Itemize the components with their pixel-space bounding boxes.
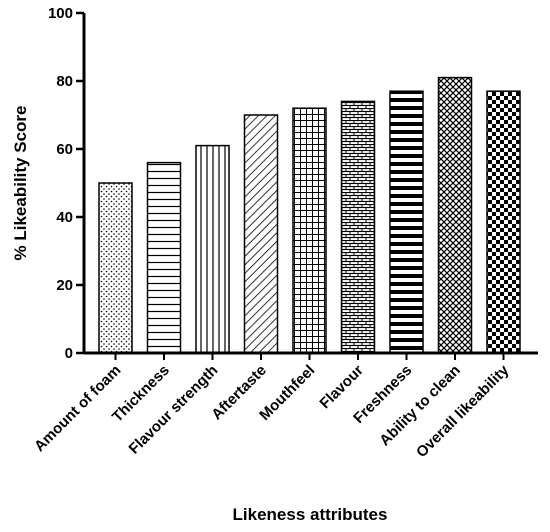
bar-flavour xyxy=(340,100,376,354)
x-axis-title: Likeness attributes xyxy=(233,505,388,524)
y-tick-label: 0 xyxy=(65,345,73,362)
bar-flavour-strength xyxy=(195,144,230,354)
x-tick-label: Amount of foam xyxy=(31,362,124,455)
bar-thickness xyxy=(146,161,182,354)
bar-mouthfeel xyxy=(292,107,327,354)
bars-layer xyxy=(98,76,521,354)
y-tick-label: 40 xyxy=(56,209,73,226)
bar-overall-likeability xyxy=(486,90,521,354)
y-axis-title: % Likeability Score xyxy=(11,106,30,261)
y-tick-label: 100 xyxy=(48,5,73,22)
y-tick-label: 60 xyxy=(56,141,73,158)
bar-aftertaste xyxy=(243,114,279,354)
x-tick-label: Flavour strength xyxy=(126,362,222,458)
y-ticks-layer: 0 20 40 60 80 100 xyxy=(48,5,84,362)
y-tick-label: 80 xyxy=(56,73,73,90)
x-tick-label: Overall likeability xyxy=(413,361,513,461)
bar-amount-of-foam xyxy=(98,182,133,354)
y-tick-label: 20 xyxy=(56,277,73,294)
bar-freshness xyxy=(389,90,424,354)
bar-ability-to-clean xyxy=(437,76,473,354)
